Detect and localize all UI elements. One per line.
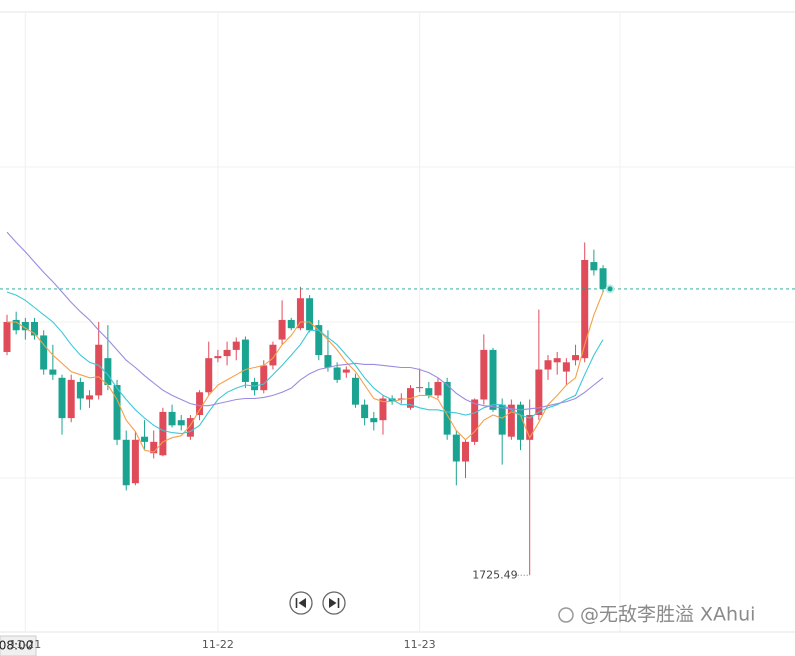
candle-body	[507, 404, 515, 437]
candle-body	[553, 358, 561, 363]
candle-body	[489, 349, 497, 410]
candle-body	[122, 439, 130, 486]
candle-body	[131, 439, 139, 484]
candle-body	[40, 335, 48, 370]
candle-body	[205, 358, 213, 393]
candle-body	[260, 365, 268, 391]
candle-body	[196, 392, 204, 415]
candle-body	[306, 298, 314, 331]
candle-body	[177, 420, 185, 426]
candle-body	[416, 387, 424, 389]
candle-body	[232, 341, 240, 350]
plot-area: 1725.49	[0, 12, 795, 632]
candle-body	[581, 260, 589, 359]
candle-body	[517, 404, 525, 440]
candle-body	[590, 262, 598, 271]
candle-body	[3, 322, 11, 352]
candle-body	[49, 369, 57, 375]
last-price-dot	[605, 284, 615, 294]
candle-body	[159, 411, 167, 456]
candle-body	[21, 322, 29, 331]
candle-body	[379, 398, 387, 421]
candle-body	[599, 268, 607, 289]
moving-average-line	[6, 291, 604, 435]
nav-next[interactable]	[322, 591, 346, 615]
candle-body	[58, 377, 66, 419]
candle-body	[544, 360, 552, 370]
candle-body	[31, 322, 39, 336]
x-tick-label: 11-23	[404, 638, 436, 651]
candle-body	[361, 404, 369, 419]
low-label: 1725.49	[472, 568, 518, 581]
candle-body	[333, 367, 341, 380]
candle-body	[67, 379, 75, 419]
candle-body	[12, 319, 20, 331]
candle-body	[278, 319, 286, 340]
candle-body	[462, 441, 469, 462]
candle-body	[168, 411, 176, 426]
candle-body	[480, 349, 488, 400]
candle-body	[186, 418, 194, 437]
candle-body	[535, 369, 543, 415]
candle-body	[425, 388, 433, 396]
candle-body	[141, 436, 149, 442]
candle-body	[370, 418, 378, 423]
candle-body	[113, 385, 121, 440]
candle-body	[443, 381, 451, 435]
x-tick-label: 11-22	[202, 638, 234, 651]
candle-body	[324, 355, 332, 368]
candle-body	[572, 355, 580, 361]
watermark-icon	[558, 607, 574, 623]
candle-body	[76, 381, 84, 399]
candle-body	[471, 399, 479, 442]
candle-body	[498, 404, 506, 435]
candle-body	[287, 319, 295, 329]
moving-average-line	[6, 231, 604, 411]
watermark: @无敌李胜溢 XAhui	[580, 604, 755, 626]
candle-body	[223, 349, 231, 357]
candle-body	[296, 298, 304, 329]
candle-body	[241, 339, 249, 382]
candle-body	[150, 441, 158, 454]
candle-body	[95, 344, 103, 396]
candle-body	[452, 434, 460, 462]
candle-body	[351, 377, 359, 405]
candle-body	[315, 325, 323, 356]
candle-body	[214, 356, 222, 359]
candle-body	[526, 415, 534, 440]
candle-body	[104, 358, 112, 386]
candle-body	[342, 369, 350, 373]
moving-average-line	[7, 291, 604, 453]
candle-body	[86, 395, 94, 400]
nav-prev[interactable]	[289, 591, 313, 615]
candle-body	[269, 344, 277, 366]
crosshair-box	[0, 635, 37, 656]
candle-body	[562, 362, 570, 372]
x-tick-label: 11-21	[9, 638, 41, 651]
crosshair-label: 08:00	[0, 639, 33, 653]
candle-body	[434, 381, 442, 396]
